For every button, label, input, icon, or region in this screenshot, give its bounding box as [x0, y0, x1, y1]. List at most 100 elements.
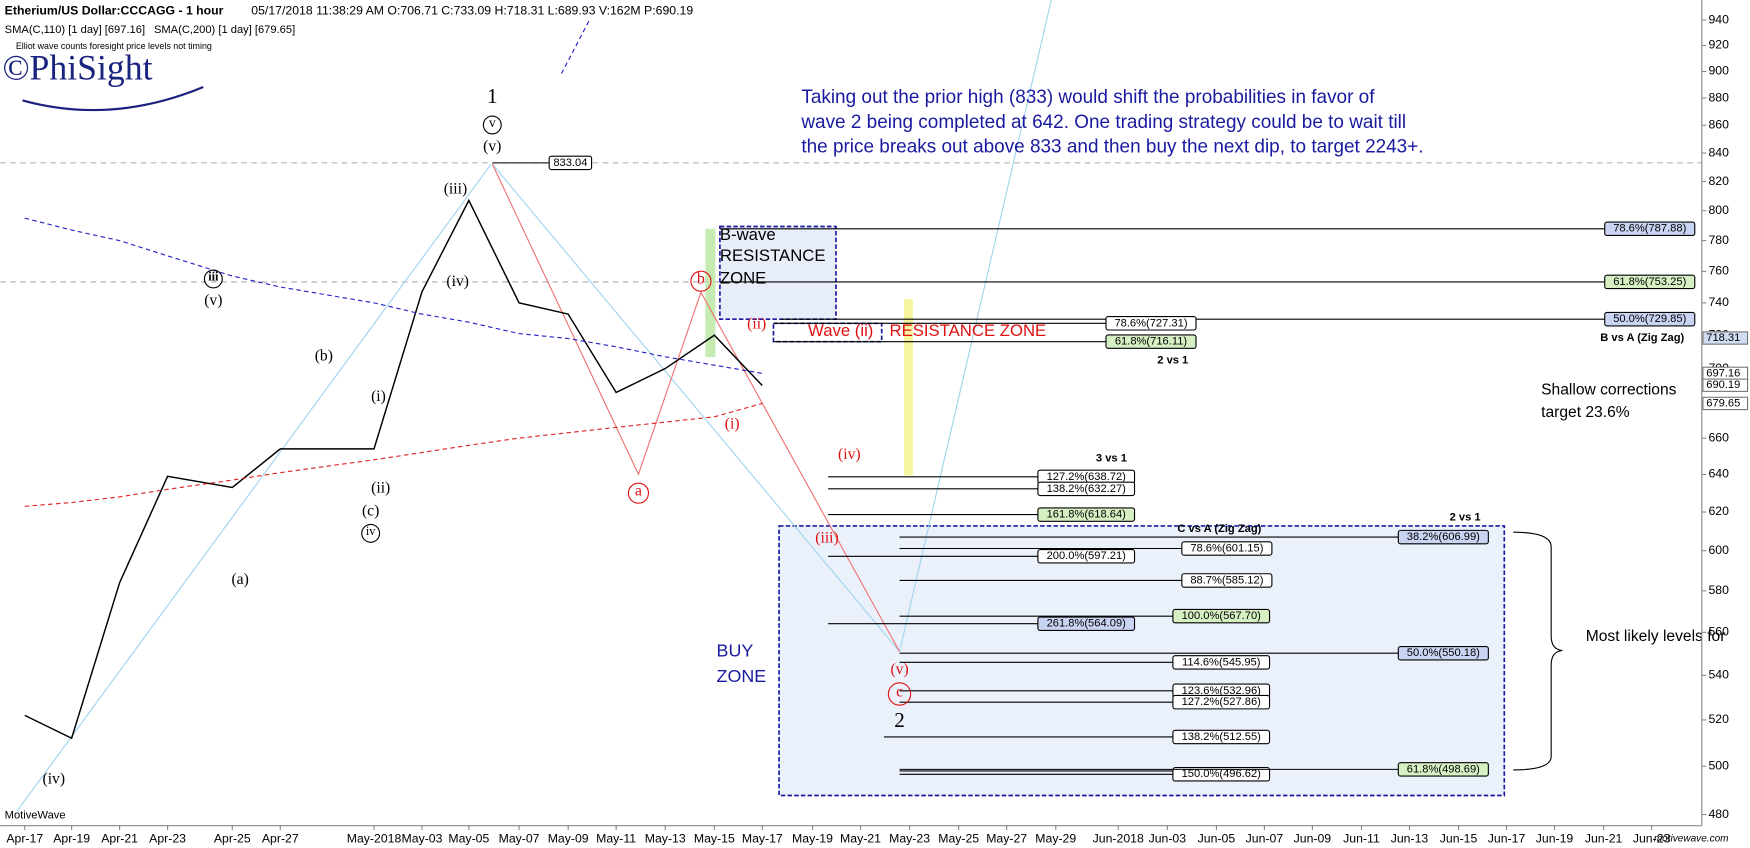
fib-label: 50.0%(550.18) — [1407, 647, 1480, 659]
x-tick-label: May-05 — [448, 831, 489, 845]
wave-label: (v) — [483, 138, 501, 155]
fib-box — [1172, 608, 1271, 624]
wave-label: b — [697, 271, 705, 288]
wave-label: (v) — [204, 292, 222, 309]
wave-label: (v) — [890, 661, 908, 678]
y-tick-label: 560 — [1708, 625, 1729, 639]
wave-label: (i) — [725, 416, 740, 433]
fib-box — [1397, 762, 1489, 777]
note-line: the price breaks out above 833 and then … — [801, 136, 1423, 157]
zone-label: target 23.6% — [1541, 404, 1630, 421]
x-tick-label: Jun-2018 — [1093, 831, 1144, 845]
y-tick-label: 540 — [1708, 668, 1729, 682]
wave-circle — [482, 115, 502, 135]
price-marker-label: 690.19 — [1706, 379, 1740, 391]
watermark: MotiveWave — [5, 810, 66, 822]
fib-label: 138.2%(512.55) — [1182, 731, 1262, 743]
x-tick-label: Jun-19 — [1536, 831, 1574, 845]
fib-box — [1181, 573, 1273, 588]
zone-label: Most likely levels for — [1586, 628, 1726, 645]
chart-title: Etherium/US Dollar:CCCAGG - 1 hour — [5, 3, 224, 17]
shade-bar — [705, 228, 716, 358]
fib-box — [1604, 221, 1696, 237]
wave-label: (iv) — [43, 771, 66, 788]
data-layer: 4805005205405605806006206406606807007207… — [5, 12, 1749, 845]
y-tick-label: 780 — [1708, 233, 1729, 247]
fib-label: 127.2%(527.86) — [1182, 696, 1262, 708]
fib-box — [1397, 529, 1489, 545]
y-tick-label: 480 — [1708, 807, 1729, 821]
fib-box — [1172, 655, 1271, 670]
fib-box — [1604, 274, 1696, 290]
x-tick-label: Jun-13 — [1391, 831, 1429, 845]
shade-bar — [904, 299, 913, 476]
y-tick-label: 840 — [1708, 145, 1729, 159]
zone-label: ZONE — [720, 268, 766, 287]
wave-label: (a) — [231, 571, 248, 588]
fib-label: 50.0%(729.85) — [1613, 313, 1686, 325]
price-marker-label: 679.65 — [1706, 397, 1740, 409]
wave-label: v — [489, 115, 496, 130]
wave-label: a — [635, 483, 642, 500]
wave-label: iii — [208, 270, 219, 284]
y-tick-label: 580 — [1708, 583, 1729, 597]
y-tick-label: 760 — [1708, 264, 1729, 278]
ratio-label: 2 vs 1 — [1450, 512, 1481, 524]
ratio-label: 2 vs 1 — [1157, 354, 1188, 366]
x-tick-label: Jun-23 — [1633, 831, 1671, 845]
y-tick-label: 940 — [1708, 12, 1729, 26]
fib-label: 138.2%(632.27) — [1047, 483, 1127, 495]
fib-box — [1105, 334, 1197, 349]
disclaimer: Elliot wave counts foresight price level… — [16, 41, 212, 51]
ratio-label: 3 vs 1 — [1096, 453, 1127, 465]
wave-label: (iv) — [838, 446, 861, 463]
wave-label: 2 — [894, 708, 905, 732]
ratio-label: B vs A (Zig Zag) — [1600, 332, 1684, 344]
sma-line — [24, 402, 763, 507]
zone-label: Shallow corrections — [1541, 382, 1677, 399]
y-tick-label: 900 — [1708, 64, 1729, 78]
x-tick-label: May-25 — [938, 831, 979, 845]
brace — [1513, 531, 1563, 771]
wave-label: (iv) — [446, 273, 469, 290]
x-tick-label: May-29 — [1035, 831, 1076, 845]
price-marker-label: 697.16 — [1706, 367, 1740, 379]
note-line: Taking out the prior high (833) would sh… — [801, 87, 1375, 108]
fib-box — [1037, 616, 1136, 631]
y-tick-label: 520 — [1708, 712, 1729, 726]
x-tick-label: Apr-25 — [214, 831, 251, 845]
trend-line — [560, 19, 590, 74]
wave-circle — [361, 523, 381, 543]
wave-circle — [203, 269, 223, 289]
fib-label: 38.2%(606.99) — [1407, 531, 1480, 543]
fib-box — [1172, 767, 1271, 782]
fib-label: 200.0%(597.21) — [1047, 550, 1127, 562]
fib-box — [1037, 481, 1136, 497]
trend-line — [16, 163, 492, 812]
y-tick-label: 640 — [1708, 467, 1729, 481]
source: motivewave.com — [1654, 834, 1729, 845]
fib-box — [1397, 645, 1489, 661]
fib-box — [1604, 311, 1696, 327]
x-tick-label: Apr-27 — [262, 831, 299, 845]
sma-line — [24, 217, 763, 374]
y-tick-label: 800 — [1708, 203, 1729, 217]
x-tick-label: Apr-17 — [6, 831, 43, 845]
y-tick-label: 860 — [1708, 117, 1729, 131]
high-box — [548, 155, 593, 171]
x-tick-label: May-17 — [742, 831, 783, 845]
x-tick-label: Apr-23 — [149, 831, 186, 845]
x-tick-label: Jun-15 — [1440, 831, 1478, 845]
wave-label: (c) — [362, 503, 379, 520]
x-tick-label: Jun-03 — [1149, 831, 1187, 845]
wave-line — [491, 163, 901, 652]
brand: ©PhiSight — [2, 48, 152, 88]
zone-label: ZONE — [717, 666, 767, 686]
fib-label: 88.7%(585.12) — [1190, 574, 1263, 586]
x-tick-label: Apr-19 — [53, 831, 90, 845]
fib-label: 78.6%(601.15) — [1190, 542, 1263, 554]
chart-subtitle: 05/17/2018 11:38:29 AM O:706.71 C:733.09… — [251, 3, 693, 17]
x-tick-label: May-07 — [499, 831, 540, 845]
fib-label: 161.8%(618.64) — [1047, 509, 1127, 521]
